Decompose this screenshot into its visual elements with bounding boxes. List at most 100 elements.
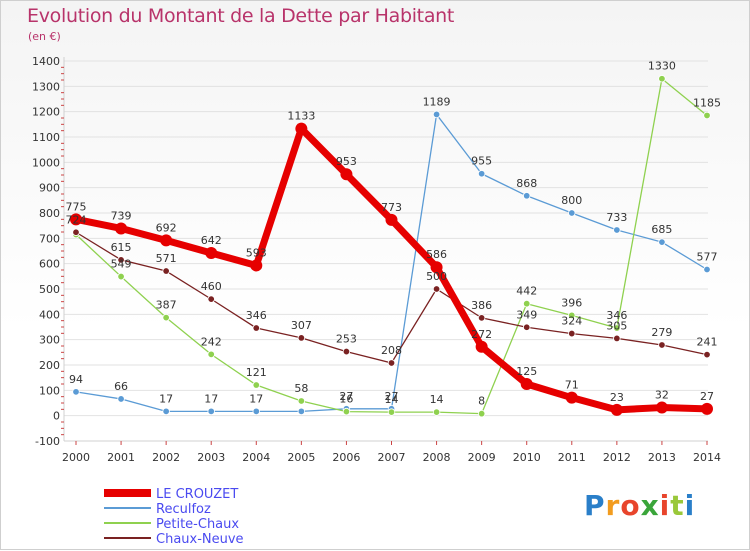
- data-label: 571: [156, 252, 177, 265]
- data-label: 615: [111, 241, 132, 254]
- chart-title: Evolution du Montant de la Dette par Hab…: [27, 5, 455, 27]
- data-label: 346: [246, 309, 267, 322]
- data-point: [658, 341, 666, 349]
- y-tick-label: 600: [39, 258, 60, 271]
- x-tick-label: 2008: [423, 451, 451, 464]
- data-point: [520, 378, 533, 390]
- data-point: [613, 324, 621, 332]
- data-label: 17: [249, 392, 263, 405]
- x-tick-label: 2004: [242, 451, 270, 464]
- data-point: [72, 228, 80, 236]
- y-tick-label: 300: [39, 334, 60, 347]
- data-point: [568, 311, 576, 320]
- data-point: [475, 340, 488, 353]
- logo-letter: r: [605, 489, 621, 522]
- x-tick-label: 2010: [513, 451, 541, 464]
- logo-letter: i: [659, 489, 671, 522]
- data-point: [385, 213, 398, 226]
- x-tick-label: 2007: [378, 451, 406, 464]
- data-label: 305: [606, 319, 627, 332]
- data-label: 868: [516, 177, 537, 190]
- data-label: 586: [426, 248, 447, 261]
- data-point: [252, 381, 260, 389]
- data-point: [523, 299, 531, 308]
- data-label: 460: [201, 280, 222, 293]
- data-label: 253: [336, 333, 357, 346]
- x-tick-label: 2003: [197, 451, 225, 464]
- data-point: [477, 409, 486, 418]
- data-label: 349: [516, 308, 537, 321]
- data-point: [72, 388, 80, 396]
- data-point: [117, 395, 125, 403]
- data-point: [342, 347, 351, 356]
- chart-subtitle: (en €): [28, 30, 61, 43]
- data-label: 8: [478, 395, 485, 408]
- data-point: [432, 408, 441, 416]
- data-point: [252, 324, 260, 332]
- x-tick-label: 2006: [332, 451, 360, 464]
- data-point: [70, 213, 82, 226]
- x-tick-label: 2000: [62, 451, 90, 464]
- y-tick-label: -100: [35, 435, 60, 448]
- y-tick-label: 0: [53, 410, 60, 423]
- logo-letter: x: [640, 489, 660, 522]
- data-label: 279: [651, 326, 672, 339]
- data-point: [162, 267, 170, 275]
- legend-label: Petite-Chaux: [156, 517, 239, 532]
- data-label: 27: [385, 390, 399, 403]
- data-point: [658, 238, 666, 246]
- logo-letter: P: [584, 489, 606, 522]
- data-point: [565, 391, 578, 404]
- data-point: [430, 261, 443, 274]
- data-label: 307: [291, 319, 312, 332]
- logo-letter: i: [684, 489, 696, 522]
- data-label: 14: [430, 393, 444, 406]
- data-label: 241: [697, 336, 718, 349]
- data-point: [568, 329, 576, 338]
- legend-label: Chaux-Neuve: [156, 532, 244, 547]
- proxiti-logo: Proxiti: [584, 489, 695, 522]
- data-label: 773: [381, 201, 402, 214]
- y-tick-label: 900: [39, 182, 60, 195]
- data-label: 32: [655, 389, 669, 402]
- data-point: [387, 408, 396, 416]
- y-tick-label: 800: [39, 207, 60, 220]
- data-point: [162, 313, 170, 322]
- data-label: 272: [471, 328, 492, 341]
- data-label: 1189: [423, 95, 451, 108]
- data-label: 685: [651, 223, 672, 236]
- data-point: [655, 401, 668, 414]
- data-point: [297, 397, 306, 405]
- data-label: 724: [66, 213, 87, 226]
- data-point: [432, 110, 441, 119]
- data-point: [207, 350, 215, 359]
- y-tick-label: 500: [39, 283, 60, 296]
- data-label: 27: [339, 390, 353, 403]
- data-label: 346: [606, 309, 627, 322]
- data-label: 1133: [287, 110, 315, 123]
- data-point: [252, 407, 260, 416]
- data-point: [295, 122, 308, 135]
- data-point: [613, 226, 621, 234]
- data-label: 17: [204, 392, 218, 405]
- data-label: 66: [114, 380, 128, 393]
- y-tick-label: 1400: [32, 55, 60, 68]
- data-point: [477, 170, 486, 178]
- logo-letter: t: [670, 489, 685, 522]
- data-label: 1330: [648, 60, 676, 73]
- data-label: 442: [516, 285, 537, 298]
- data-label: 500: [426, 270, 447, 283]
- data-label: 642: [201, 234, 222, 247]
- x-tick-label: 2011: [558, 451, 586, 464]
- data-point: [387, 359, 396, 367]
- legend-label: Reculfoz: [156, 502, 211, 517]
- data-label: 23: [610, 391, 624, 404]
- data-label: 387: [156, 299, 177, 312]
- data-point: [117, 256, 125, 264]
- data-point: [477, 314, 486, 322]
- y-tick-label: 100: [39, 384, 60, 397]
- x-tick-label: 2002: [152, 451, 180, 464]
- data-label: 800: [561, 194, 582, 207]
- data-point: [297, 407, 306, 416]
